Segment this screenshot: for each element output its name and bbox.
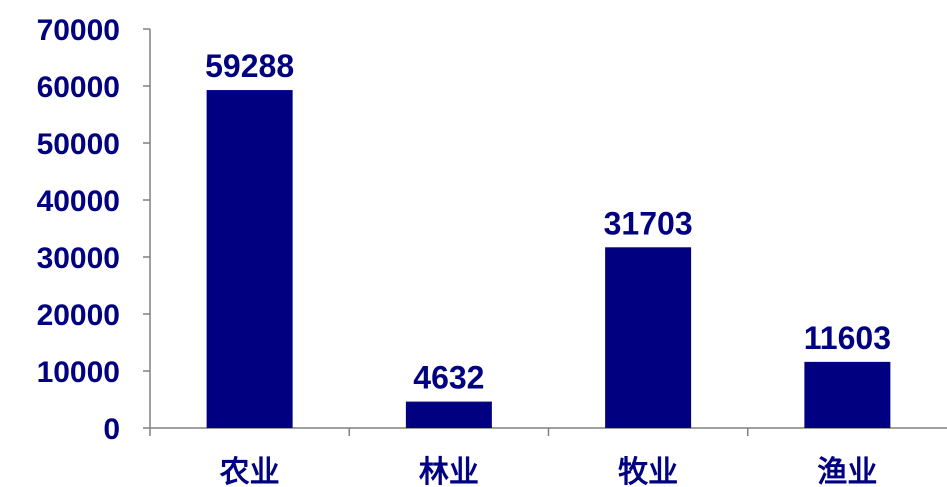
y-tick-label: 30000 (37, 242, 120, 275)
data-label: 11603 (804, 320, 891, 356)
y-tick-label: 0 (103, 413, 120, 446)
y-tick-label: 60000 (37, 71, 120, 104)
x-tick-label: 林业 (419, 455, 479, 487)
data-label: 4632 (413, 360, 484, 396)
y-tick-label: 20000 (37, 299, 120, 332)
data-label: 59288 (205, 48, 294, 84)
bar (206, 90, 293, 428)
x-tick-label: 渔业 (817, 455, 877, 487)
x-tick-label: 牧业 (618, 455, 678, 487)
y-tick-label: 70000 (37, 14, 120, 47)
data-label: 31703 (604, 205, 693, 241)
data-labels: 59288 农业 4632 林业 31703 牧业 11603 渔业 (205, 48, 891, 487)
y-tick-label: 40000 (37, 185, 120, 218)
bar (405, 401, 492, 428)
bar-series (206, 90, 891, 428)
chart-axes: 0 10000 20000 30000 40000 50000 60000 70000 (37, 14, 947, 446)
bar (605, 247, 692, 428)
y-tick-label: 50000 (37, 128, 120, 161)
bar (804, 361, 891, 428)
y-tick-label: 10000 (37, 356, 120, 389)
x-tick-label: 农业 (219, 455, 280, 487)
